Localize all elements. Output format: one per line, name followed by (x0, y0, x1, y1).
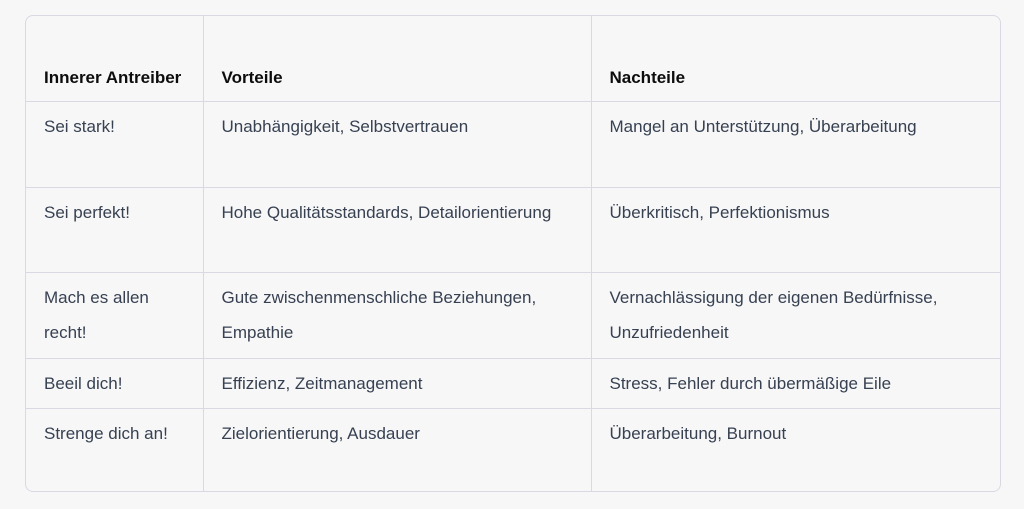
cell-vorteile: Effizienz, Zeitmanagement (203, 358, 592, 409)
cell-nachteile: Mangel an Unterstützung, Überarbeitung (591, 101, 1000, 188)
antreiber-table: Innerer Antreiber Vorteile Nachteile Sei… (26, 16, 1000, 491)
cell-nachteile: Überarbeitung, Burnout (609, 423, 787, 443)
cell-vorteile: Gute zwischenmenschliche Beziehungen, Em… (203, 272, 592, 359)
cell-antreiber: Sei perfekt! (26, 187, 204, 273)
cell-vorteile: Zielorientierung, Ausdauer (203, 408, 592, 491)
cell-antreiber: Strenge dich an! (26, 408, 204, 491)
cell-nachteile: Überkritisch, Perfektionismus (591, 187, 1000, 273)
header-nachteile: Nachteile (591, 16, 1000, 102)
table-row: Strenge dich an! Zielorientierung, Ausda… (26, 408, 1000, 491)
cell-vorteile: Unabhängigkeit, Selbstvertrauen (203, 101, 592, 188)
cell-nachteile: Stress, Fehler durch übermäßige Eile (591, 358, 1000, 409)
cell-antreiber: Beeil dich! (26, 358, 204, 409)
table-row: Mach es allen recht! Gute zwischenmensch… (26, 272, 1000, 359)
cell-antreiber: Mach es allen recht! (26, 272, 204, 359)
header-innerer-antreiber: Innerer Antreiber (26, 16, 204, 102)
cell-vorteile: Hohe Qualitätsstandards, Detailorientier… (203, 187, 592, 273)
table-container: Innerer Antreiber Vorteile Nachteile Sei… (25, 15, 1001, 492)
cell-nachteile: Vernachlässigung der eigenen Bedürfnisse… (591, 272, 1000, 359)
cell-antreiber: Sei stark! (26, 101, 204, 188)
table-row: Sei stark! Unabhängigkeit, Selbstvertrau… (26, 101, 1000, 188)
table-row: Sei perfekt! Hohe Qualitätsstandards, De… (26, 187, 1000, 273)
header-vorteile: Vorteile (203, 16, 592, 102)
table-header-row: Innerer Antreiber Vorteile Nachteile (26, 16, 1000, 102)
table-row: Beeil dich! Effizienz, Zeitmanagement St… (26, 358, 1000, 409)
